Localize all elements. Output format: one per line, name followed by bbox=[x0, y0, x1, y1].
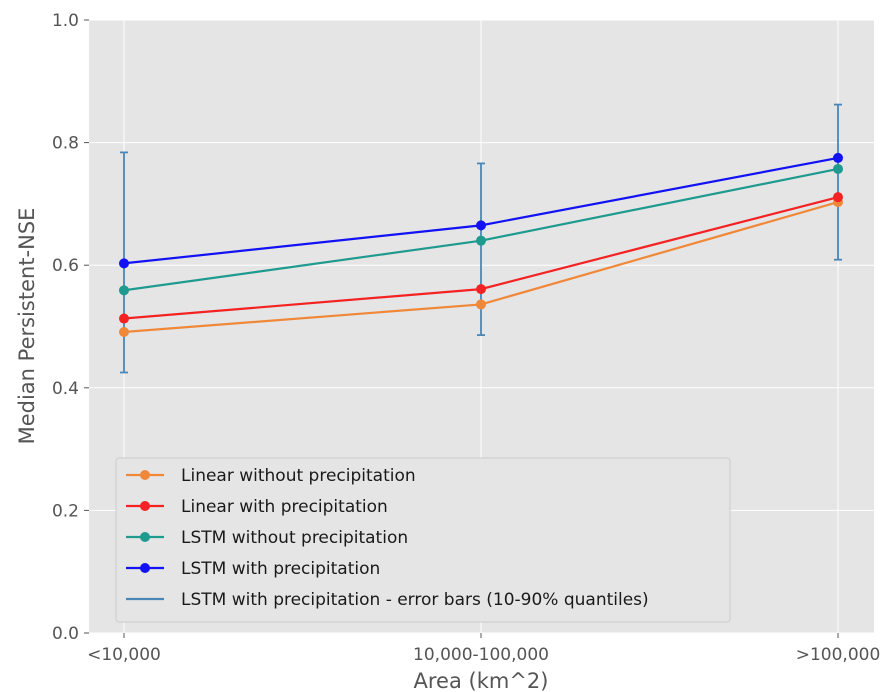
data-point bbox=[476, 220, 486, 231]
data-point bbox=[833, 163, 843, 174]
data-point bbox=[119, 285, 129, 296]
legend-marker bbox=[140, 563, 150, 573]
legend-marker bbox=[140, 501, 150, 511]
y-tick-label: 0.6 bbox=[52, 256, 79, 276]
y-axis-title: Median Persistent-NSE bbox=[15, 208, 39, 445]
series-lines bbox=[119, 152, 843, 338]
data-point bbox=[833, 152, 843, 163]
y-axis-ticks: 0.0 0.2 0.4 0.6 0.8 1.0 bbox=[52, 11, 89, 644]
legend-label: LSTM without precipitation bbox=[181, 528, 408, 548]
legend-label: LSTM with precipitation bbox=[181, 559, 380, 579]
y-tick-label: 0.4 bbox=[52, 379, 79, 399]
legend-box bbox=[115, 457, 731, 623]
data-point bbox=[119, 313, 129, 324]
x-tick-label: >100,000 bbox=[796, 645, 881, 665]
y-tick-label: 0.0 bbox=[52, 624, 79, 644]
y-tick-label: 1.0 bbox=[52, 11, 79, 31]
x-tick-label: <10,000 bbox=[87, 645, 161, 665]
data-point bbox=[833, 192, 843, 203]
y-tick-label: 0.8 bbox=[52, 134, 79, 154]
data-point bbox=[476, 299, 486, 310]
y-tick-label: 0.2 bbox=[52, 501, 79, 521]
legend-label: LSTM with precipitation - error bars (10… bbox=[181, 590, 649, 610]
x-tick-label: 10,000-100,000 bbox=[413, 645, 549, 665]
x-axis-title: Area (km^2) bbox=[414, 669, 549, 692]
legend-label: Linear without precipitation bbox=[181, 466, 416, 486]
legend-label: Linear with precipitation bbox=[181, 497, 388, 517]
x-axis-ticks: <10,000 10,000-100,000 >100,000 bbox=[87, 633, 880, 665]
legend-marker bbox=[140, 470, 150, 480]
data-point bbox=[119, 327, 129, 338]
data-point bbox=[119, 258, 129, 269]
legend-marker bbox=[140, 532, 150, 542]
data-point bbox=[476, 284, 486, 295]
legend: Linear without precipitation Linear with … bbox=[115, 457, 731, 623]
data-point bbox=[476, 235, 486, 246]
